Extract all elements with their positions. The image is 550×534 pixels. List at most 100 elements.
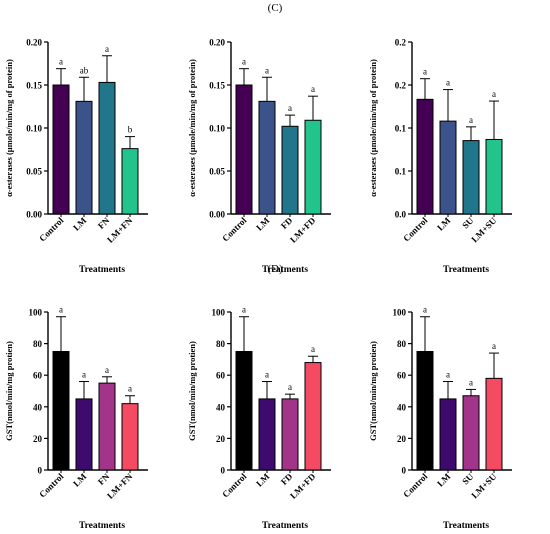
category-label: LM+FD [288, 471, 318, 501]
bar [281, 125, 299, 215]
y-axis-label: GST(nmol/min/mg protien) [368, 341, 378, 441]
y-tick-label: 80 [33, 339, 43, 349]
significance-letter: a [492, 341, 496, 351]
bar [281, 398, 299, 471]
y-tick-label: 0.0 [395, 210, 407, 220]
significance-letter: a [446, 370, 450, 380]
bar [258, 398, 276, 471]
category-label: LM [435, 215, 453, 233]
y-tick-label: 0.05 [26, 167, 42, 177]
bar [304, 119, 322, 215]
category-label: FN [96, 471, 112, 487]
bar [304, 362, 322, 471]
significance-letter: a [265, 370, 269, 380]
y-tick-label: 60 [397, 371, 407, 381]
y-tick-label: 80 [397, 339, 407, 349]
y-axis-label: α-esterases (µmole/min/mg of protein) [187, 59, 197, 197]
bar [485, 138, 503, 215]
category-label: LM+FD [288, 215, 318, 245]
category-label: FD [279, 471, 295, 487]
y-tick-label: 0 [221, 466, 226, 476]
category-label: LM [71, 215, 89, 233]
significance-letter: b [128, 125, 133, 135]
y-tick-label: 0.05 [209, 167, 225, 177]
significance-letter: a [469, 115, 473, 125]
category-label: FN [96, 215, 112, 231]
y-tick-label: 0.20 [26, 38, 42, 48]
significance-letter: a [59, 57, 63, 67]
significance-letter: ab [80, 65, 89, 75]
bar [121, 148, 139, 215]
category-label: LM [71, 471, 89, 489]
y-tick-label: 60 [216, 371, 226, 381]
y-tick-label: 100 [29, 308, 43, 318]
significance-letter: a [242, 305, 246, 315]
category-label: LM+FN [105, 471, 135, 501]
y-tick-label: 100 [212, 308, 226, 318]
bar [235, 351, 253, 471]
y-tick-label: 20 [33, 434, 43, 444]
bar [416, 351, 434, 471]
significance-letter: a [105, 44, 109, 54]
significance-letter: a [82, 370, 86, 380]
significance-letter: a [288, 103, 292, 113]
y-axis-label: α-esterases (µmole/min/mg of protein) [4, 59, 14, 197]
category-label: LM [435, 471, 453, 489]
bar [462, 395, 480, 471]
significance-letter: a [423, 305, 427, 315]
bar [52, 84, 70, 215]
y-tick-label: 0.10 [26, 124, 42, 134]
x-axis-label: Treatments [443, 265, 489, 275]
esterase-chart-fn: 0.00 0.05 0.10 0.15 0.20 α-esterases (µmole/m… [4, 38, 148, 275]
y-tick-label: 0.15 [26, 81, 42, 91]
category-label: FD [279, 215, 295, 231]
y-tick-label: 40 [33, 402, 43, 412]
bar [416, 98, 434, 215]
y-tick-label: 80 [216, 339, 226, 349]
bar [235, 84, 253, 215]
y-tick-label: 100 [393, 308, 407, 318]
significance-letter: a [242, 57, 246, 67]
y-tick-label: 0.2 [395, 38, 407, 48]
significance-letter: a [469, 377, 473, 387]
y-tick-label: 0.2 [395, 81, 407, 91]
category-label: LM [254, 215, 272, 233]
y-tick-label: 40 [397, 402, 407, 412]
bar [98, 81, 116, 215]
esterase-chart-su: 0.0 0.1 0.1 0.2 0.2 α-esterases (µmole/min/mg… [368, 38, 512, 275]
y-axis-label: α-esterases (µmole/min/mg of protein) [368, 59, 378, 197]
significance-letter: a [265, 65, 269, 75]
significance-letter: a [105, 365, 109, 375]
category-label: LM+SU [469, 215, 498, 244]
y-tick-label: 0.10 [209, 124, 225, 134]
bar [52, 351, 70, 471]
bar [121, 403, 139, 471]
y-tick-label: 40 [216, 402, 226, 412]
bar [75, 100, 93, 215]
panel-label-d: (D) [267, 263, 283, 275]
significance-letter: a [446, 78, 450, 88]
category-label: SU [460, 471, 476, 487]
y-tick-label: 0 [402, 466, 407, 476]
significance-letter: a [311, 84, 315, 94]
y-tick-label: 0.00 [209, 210, 225, 220]
y-axis-label: GST(nmol/min/mg protien) [4, 341, 14, 441]
x-axis-label: Treatments [443, 521, 489, 531]
y-tick-label: 20 [216, 434, 226, 444]
x-axis-label: Treatments [262, 521, 308, 531]
x-axis-label: Treatments [79, 521, 125, 531]
x-axis-label: Treatments [79, 265, 125, 275]
bar [258, 100, 276, 215]
y-tick-label: 0.15 [209, 81, 225, 91]
y-tick-label: 0.1 [395, 167, 407, 177]
y-tick-label: 0.1 [395, 124, 407, 134]
bar [485, 377, 503, 471]
significance-letter: a [128, 384, 132, 394]
panel-label-c: (C) [267, 2, 283, 14]
bar [98, 382, 116, 471]
bar [439, 398, 457, 471]
significance-letter: a [59, 305, 63, 315]
